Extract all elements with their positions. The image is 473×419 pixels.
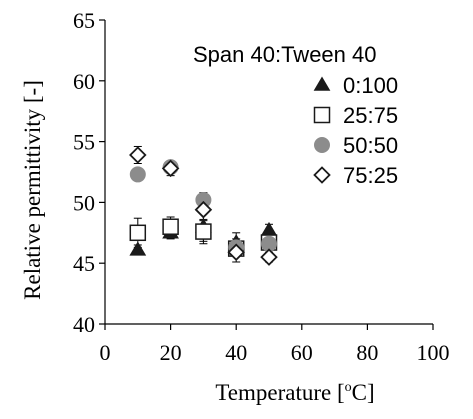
x-tick-label: 60 bbox=[291, 340, 313, 365]
data-point-3 bbox=[129, 166, 146, 183]
x-axis-title-main: Temperature [ bbox=[215, 380, 344, 405]
y-tick-label: 60 bbox=[73, 69, 95, 94]
legend-marker-3 bbox=[314, 137, 330, 153]
x-tick-label: 0 bbox=[100, 340, 111, 365]
data-point-2 bbox=[162, 218, 179, 235]
legend-marker-1 bbox=[313, 76, 331, 91]
data-point-4 bbox=[227, 243, 245, 262]
tick-labels: 0 20 40 60 80 100 40 45 50 55 60 65 bbox=[73, 8, 450, 365]
data-point-1 bbox=[129, 241, 147, 256]
legend-marker-4 bbox=[313, 166, 331, 184]
axes bbox=[99, 19, 434, 330]
x-axis-title-unit: C] bbox=[352, 380, 375, 405]
x-axis-title: Temperature [oC] bbox=[215, 380, 374, 405]
legend: Span 40:Tween 40 0:100 25:75 50:50 75:25 bbox=[193, 42, 398, 188]
data-point-2 bbox=[129, 224, 147, 242]
data-point-4 bbox=[129, 146, 147, 164]
y-tick-label: 65 bbox=[73, 8, 95, 33]
x-tick-label: 20 bbox=[160, 340, 182, 365]
y-tick-label: 50 bbox=[73, 190, 95, 215]
data-point-4 bbox=[194, 200, 213, 219]
x-tick-label: 80 bbox=[356, 340, 378, 365]
legend-label-2: 25:75 bbox=[343, 103, 398, 128]
legend-marker-2 bbox=[313, 106, 331, 124]
data-point-4 bbox=[260, 248, 278, 266]
legend-label-4: 75:25 bbox=[343, 163, 398, 188]
legend-label-3: 50:50 bbox=[343, 133, 398, 158]
x-axis-title-degree: o bbox=[345, 380, 352, 395]
legend-title: Span 40:Tween 40 bbox=[193, 42, 376, 67]
data-point-2 bbox=[195, 223, 212, 240]
y-tick-label: 55 bbox=[73, 130, 95, 155]
legend-label-1: 0:100 bbox=[343, 73, 398, 98]
data-points bbox=[129, 146, 278, 266]
x-tick-label: 100 bbox=[417, 340, 450, 365]
y-tick-label: 40 bbox=[73, 312, 95, 337]
y-tick-label: 45 bbox=[73, 251, 95, 276]
data-point-1 bbox=[260, 221, 278, 237]
x-tick-label: 40 bbox=[225, 340, 247, 365]
y-axis-title: Relative permittivity [-] bbox=[20, 80, 45, 300]
data-point-4 bbox=[161, 159, 180, 178]
